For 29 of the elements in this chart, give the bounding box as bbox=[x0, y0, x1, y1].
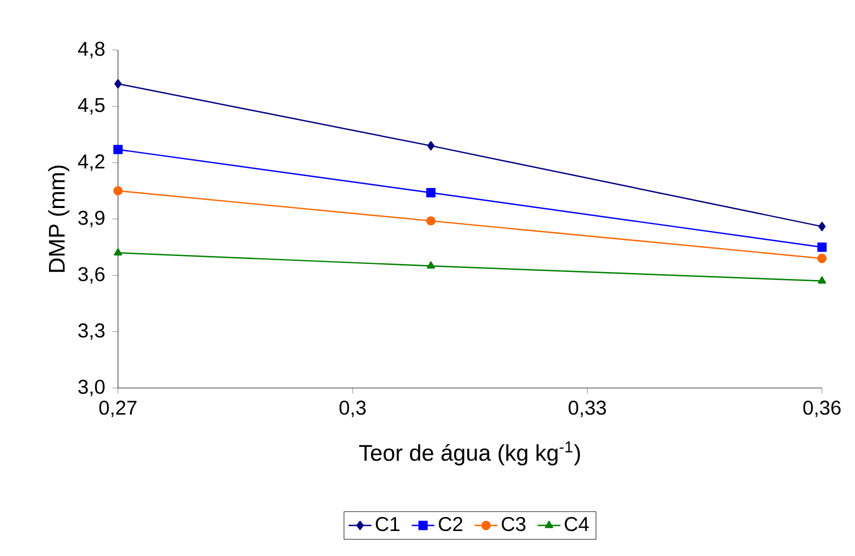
y-tick-label: 3,9 bbox=[78, 210, 104, 228]
legend-label: C4 bbox=[564, 516, 589, 532]
point bbox=[114, 248, 122, 256]
point bbox=[817, 242, 827, 252]
point bbox=[114, 79, 122, 88]
point bbox=[426, 216, 436, 226]
point bbox=[818, 222, 826, 232]
y-tick-label: 4,5 bbox=[78, 98, 105, 114]
legend-label: C1 bbox=[376, 516, 400, 532]
x-tick-label: 0,3 bbox=[340, 400, 366, 418]
y-tick-label: 3,3 bbox=[78, 323, 104, 340]
legend-label: C2 bbox=[438, 516, 462, 532]
x-tick-label: 0,33 bbox=[568, 400, 606, 418]
x-tick-label: 0,27 bbox=[99, 400, 136, 418]
x-axis-title: Teor de água (kg kg$^{-1}$) bbox=[359, 441, 580, 466]
y-tick-label: 3,0 bbox=[78, 380, 105, 396]
y-tick-label: 4,2 bbox=[78, 154, 104, 171]
x-tick-label: 0,36 bbox=[803, 400, 841, 418]
y-axis-title: DMP (mm) bbox=[48, 166, 70, 272]
y-tick-label: 3,6 bbox=[78, 267, 104, 284]
point bbox=[113, 144, 123, 154]
legend-label: C3 bbox=[502, 516, 526, 532]
point bbox=[426, 188, 436, 198]
point bbox=[426, 261, 436, 269]
point bbox=[427, 141, 435, 150]
point bbox=[818, 276, 826, 284]
y-tick-label: 4,8 bbox=[78, 42, 104, 58]
point bbox=[817, 254, 827, 264]
point bbox=[113, 186, 123, 196]
